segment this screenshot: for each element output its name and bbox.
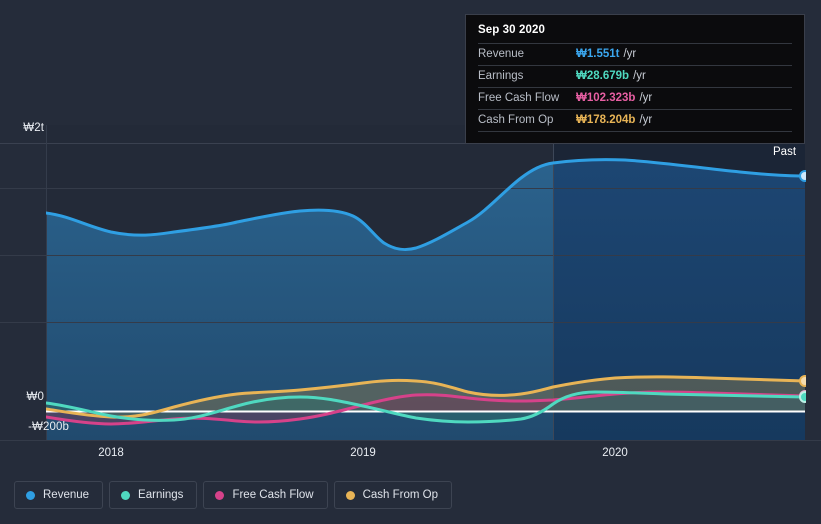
legend-item-free-cash-flow[interactable]: Free Cash Flow — [203, 481, 328, 509]
data-tooltip: Sep 30 2020 Revenue ₩1.551t /yr Earnings… — [465, 14, 805, 144]
series-line-earnings — [46, 390, 805, 424]
series-line-revenue — [46, 158, 805, 252]
tooltip-value-revenue: ₩1.551t — [576, 48, 620, 60]
legend-item-earnings[interactable]: Earnings — [109, 481, 198, 509]
tooltip-label-free-cash-flow: Free Cash Flow — [478, 92, 560, 104]
tooltip-row-free-cash-flow: Free Cash Flow ₩102.323b /yr — [478, 87, 792, 109]
y-axis-label-bottom: -₩200b — [28, 421, 69, 433]
chart-legend: Revenue Earnings Free Cash Flow Cash Fro… — [14, 481, 453, 509]
tooltip-value-free-cash-flow: ₩102.323b — [576, 92, 636, 104]
tooltip-footer-divider — [478, 131, 792, 135]
y-axis-label-zero: ₩0 — [26, 391, 44, 403]
tooltip-value-earnings: ₩28.679b — [576, 70, 630, 82]
legend-label-earnings: Earnings — [138, 489, 184, 501]
legend-dot-revenue-icon — [26, 490, 35, 500]
legend-dot-earnings-icon — [121, 490, 131, 500]
legend-dot-free-cash-flow-icon — [215, 490, 225, 500]
tooltip-unit-revenue: /yr — [623, 48, 637, 60]
tooltip-row-revenue: Revenue ₩1.551t /yr — [478, 43, 792, 65]
legend-item-cash-from-op[interactable]: Cash From Op — [333, 481, 453, 509]
legend-label-cash-from-op: Cash From Op — [362, 489, 439, 501]
x-axis-label-2019: 2019 — [350, 447, 376, 459]
tooltip-unit-cash-from-op: /yr — [639, 114, 653, 126]
past-period-label: Past — [773, 146, 797, 158]
series-line-cash-from-op — [46, 375, 805, 419]
legend-item-revenue[interactable]: Revenue — [14, 481, 104, 509]
tooltip-label-earnings: Earnings — [478, 70, 524, 82]
tooltip-label-cash-from-op: Cash From Op — [478, 114, 554, 126]
tooltip-row-cash-from-op: Cash From Op ₩178.204b /yr — [478, 109, 792, 131]
y-axis-label-top: ₩2t — [23, 122, 44, 134]
tooltip-date: Sep 30 2020 — [478, 24, 545, 36]
tooltip-value-cash-from-op: ₩178.204b — [576, 114, 636, 126]
tooltip-row-earnings: Earnings ₩28.679b /yr — [478, 65, 792, 87]
right-gutter — [806, 125, 821, 440]
legend-label-revenue: Revenue — [43, 489, 90, 501]
x-axis-label-2020: 2020 — [602, 447, 628, 459]
tooltip-label-revenue: Revenue — [478, 48, 525, 60]
x-axis-label-2018: 2018 — [98, 447, 124, 459]
legend-label-free-cash-flow: Free Cash Flow — [232, 489, 314, 501]
legend-dot-cash-from-op-icon — [345, 490, 355, 500]
tooltip-unit-free-cash-flow: /yr — [639, 92, 653, 104]
tooltip-unit-earnings: /yr — [633, 70, 646, 82]
